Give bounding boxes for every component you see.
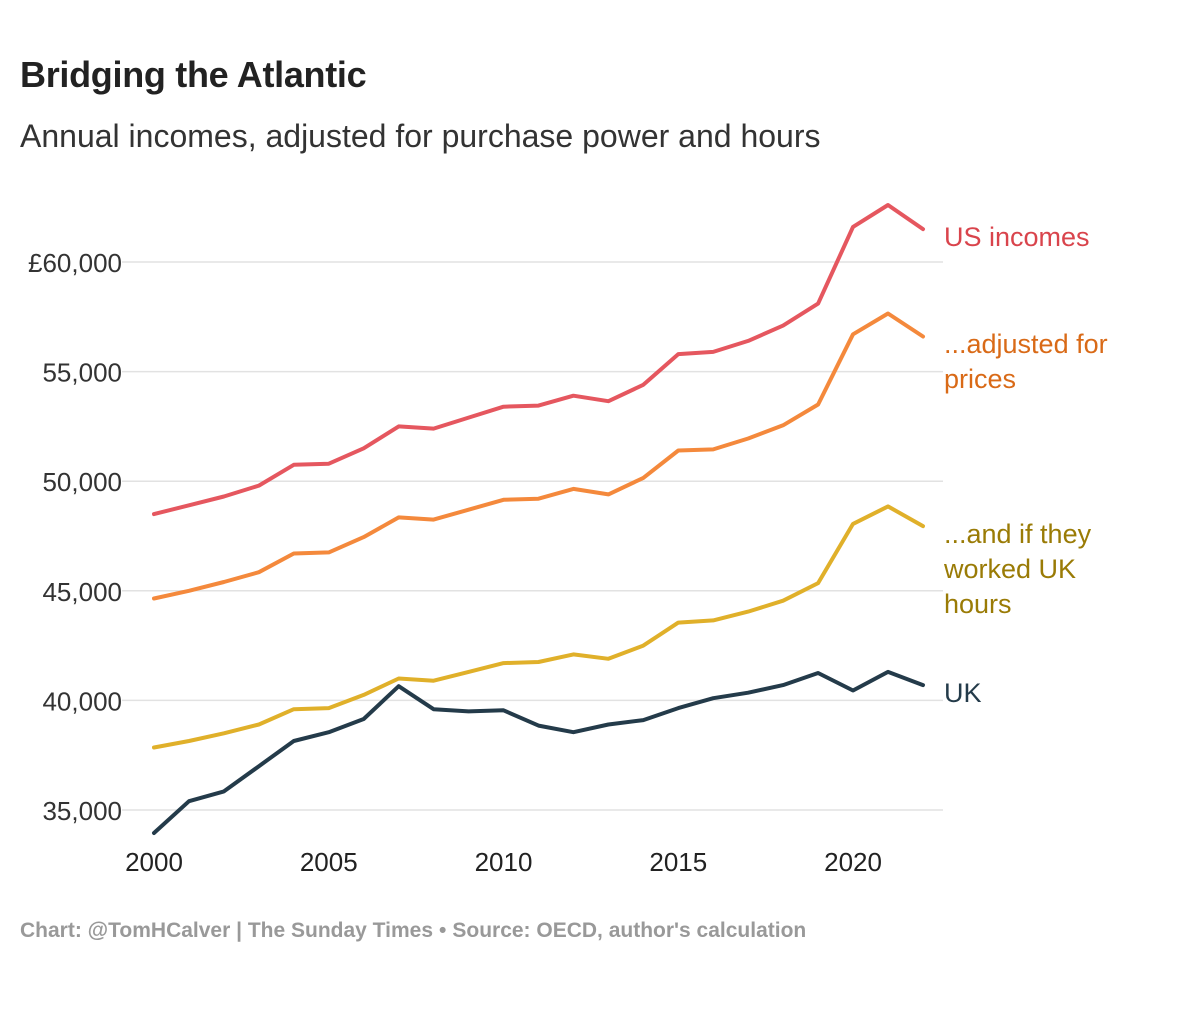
series-line: [152, 504, 925, 750]
y-tick-label: 35,000: [42, 796, 122, 826]
series-line: [152, 669, 925, 835]
x-tick-label: 2010: [475, 847, 533, 877]
series-line: [152, 203, 925, 517]
x-tick-label: 2015: [649, 847, 707, 877]
footer-source: Source: OECD, author's calculation: [452, 919, 807, 942]
series-labels: US incomes ...adjusted for prices ...and if…: [943, 222, 1108, 708]
x-tick-label: 2000: [125, 847, 183, 877]
series-label: prices: [944, 364, 1016, 394]
footer-separator: •: [439, 919, 447, 942]
x-axis-ticks: 2000 2005 2010 2015 2020: [125, 847, 882, 877]
y-axis-ticks: 35,000 40,000 45,000 50,000 55,000 £60,000: [28, 248, 122, 826]
y-tick-label: 45,000: [42, 577, 122, 607]
y-tick-label: 50,000: [42, 467, 122, 497]
x-tick-label: 2020: [824, 847, 882, 877]
x-tick-label: 2005: [300, 847, 358, 877]
series-label: ...and if they: [944, 519, 1092, 549]
series-label: US incomes: [944, 222, 1090, 252]
series-lines: [152, 203, 925, 835]
series-label: worked UK: [943, 554, 1076, 584]
y-tick-label: 40,000: [42, 686, 122, 716]
footer-credit: Chart: @TomHCalver | The Sunday Times: [20, 919, 433, 942]
y-tick-label: 55,000: [42, 358, 122, 388]
series-line: [152, 311, 925, 601]
series-label: hours: [944, 589, 1012, 619]
chart-title: Bridging the Atlantic: [20, 54, 367, 95]
chart-subtitle: Annual incomes, adjusted for purchase po…: [20, 118, 821, 154]
series-label: UK: [944, 678, 982, 708]
y-tick-label: £60,000: [28, 248, 122, 278]
series-label: ...adjusted for: [944, 329, 1108, 359]
chart-footer: Chart: @TomHCalver | The Sunday Times • So…: [20, 919, 806, 943]
